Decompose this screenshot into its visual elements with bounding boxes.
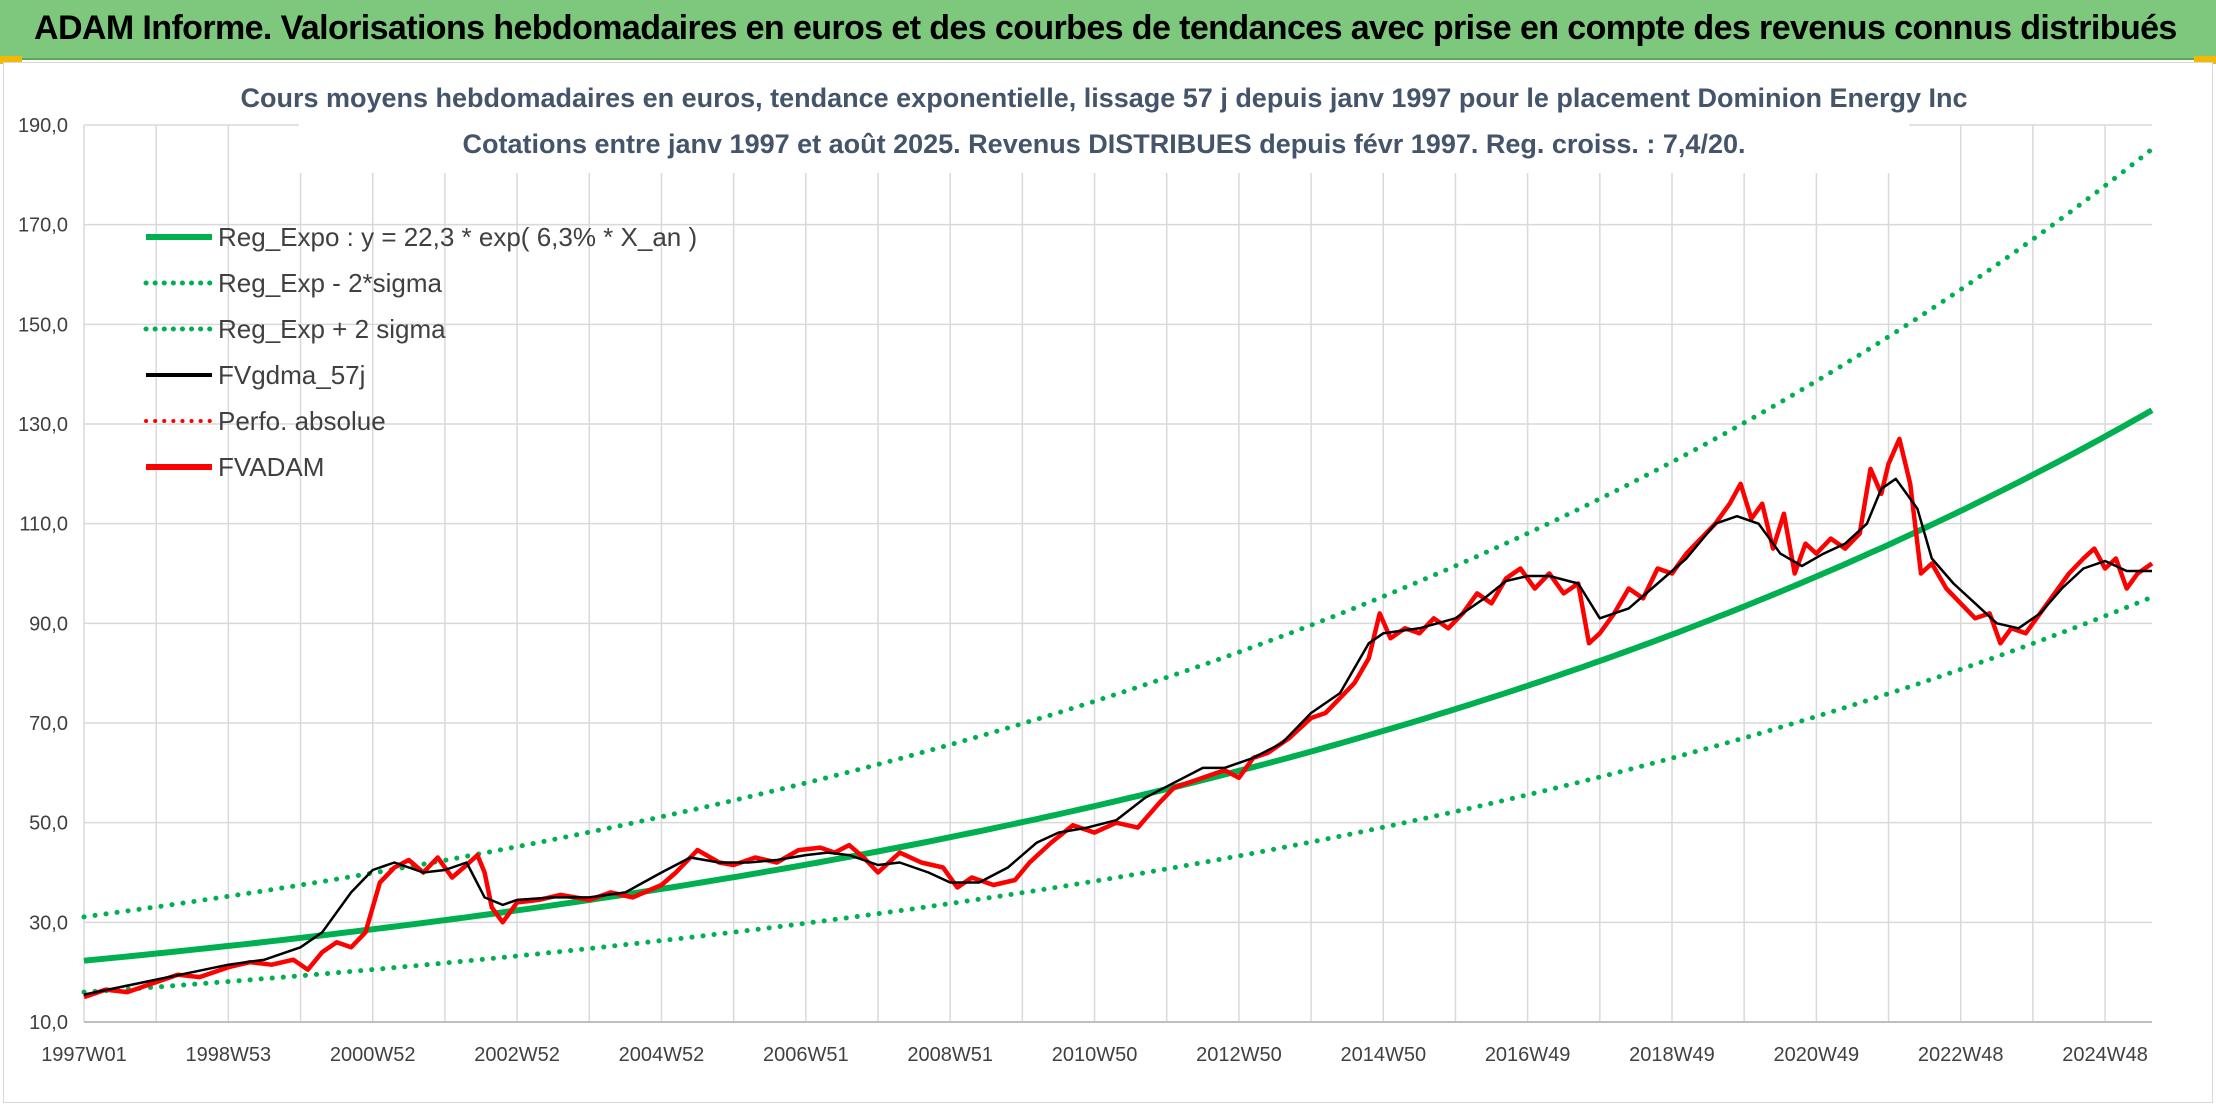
y-tick-label: 30,0 [29,912,68,934]
legend-label: FVADAM [218,452,324,482]
legend-label: Reg_Exp - 2*sigma [218,268,443,298]
chart-svg: 10,0 30,0 50,0 70,0 90,0 110,0 130,0 150,0 170,0… [18,63,2155,1066]
y-tick-label: 90,0 [29,613,68,635]
x-tick-label: 1997W01 [41,1044,127,1066]
legend-label: FVgdma_57j [218,360,365,390]
legend-label: Reg_Exp + 2 sigma [218,314,446,344]
x-tick-label: 2000W52 [330,1044,416,1066]
x-tick-label: 2002W52 [474,1044,560,1066]
title-background [299,63,1909,173]
chart-area: 10,0 30,0 50,0 70,0 90,0 110,0 130,0 150,0 170,0… [3,62,2213,1103]
series-fvgdma-57j [83,477,2152,996]
x-tick-label: 2022W48 [1918,1044,2004,1066]
x-tick-label: 2024W48 [2062,1044,2148,1066]
legend-entry: FVgdma_57j [146,360,365,390]
y-tick-label: 70,0 [29,713,68,735]
y-tick-label: 130,0 [18,414,68,436]
series-reg-expo [83,407,2154,964]
y-tick-label: 170,0 [18,215,68,237]
banner-title: ADAM Informe. Valorisations hebdomadaire… [34,9,2177,47]
legend-entry: FVADAM [146,452,324,482]
report-banner: ADAM Informe. Valorisations hebdomadaire… [0,0,2216,60]
legend-entry: Reg_Exp + 2 sigma [143,314,446,344]
corner-mark-right [2194,56,2216,64]
x-tick-label: 1998W53 [186,1044,272,1066]
legend-label: Reg_Expo : y = 22,3 * exp( 6,3% * X_an ) [218,222,697,252]
x-tick-label: 2006W51 [763,1044,849,1066]
grid-layer [83,124,2152,1023]
chart-legend: Reg_Expo : y = 22,3 * exp( 6,3% * X_an )… [143,222,697,482]
corner-mark-left [0,56,22,64]
series-layer [81,146,2155,1000]
y-tick-label: 50,0 [29,813,68,835]
legend-label: Perfo. absolue [218,406,386,436]
series-fvadam [83,436,2154,1000]
y-tick-label: 10,0 [29,1012,68,1034]
chart-title-line2: Cotations entre janv 1997 et août 2025. … [463,129,1746,159]
chart-title-line1: Cours moyens hebdomadaires en euros, ten… [240,83,1967,113]
y-tick-label: 190,0 [18,115,68,137]
x-tick-label: 2012W50 [1196,1044,1282,1066]
x-tick-label: 2018W49 [1629,1044,1715,1066]
chart-title-block: Cours moyens hebdomadaires en euros, ten… [240,63,1968,173]
x-tick-label: 2020W49 [1774,1044,1860,1066]
axis-layer: 10,0 30,0 50,0 70,0 90,0 110,0 130,0 150,0 170,0… [18,115,2152,1066]
series-reg-exp-minus-2sigma [81,594,2155,995]
x-tick-label: 2008W51 [907,1044,993,1066]
legend-entry: Perfo. absolue [144,406,386,436]
x-tick-label: 2004W52 [619,1044,705,1066]
legend-entry: Reg_Expo : y = 22,3 * exp( 6,3% * X_an ) [146,222,697,252]
y-tick-label: 110,0 [19,514,68,536]
y-tick-label: 150,0 [18,314,68,336]
x-tick-label: 2010W50 [1052,1044,1138,1066]
x-tick-label: 2014W50 [1340,1044,1426,1066]
x-tick-label: 2016W49 [1485,1044,1571,1066]
legend-entry: Reg_Exp - 2*sigma [143,268,443,298]
